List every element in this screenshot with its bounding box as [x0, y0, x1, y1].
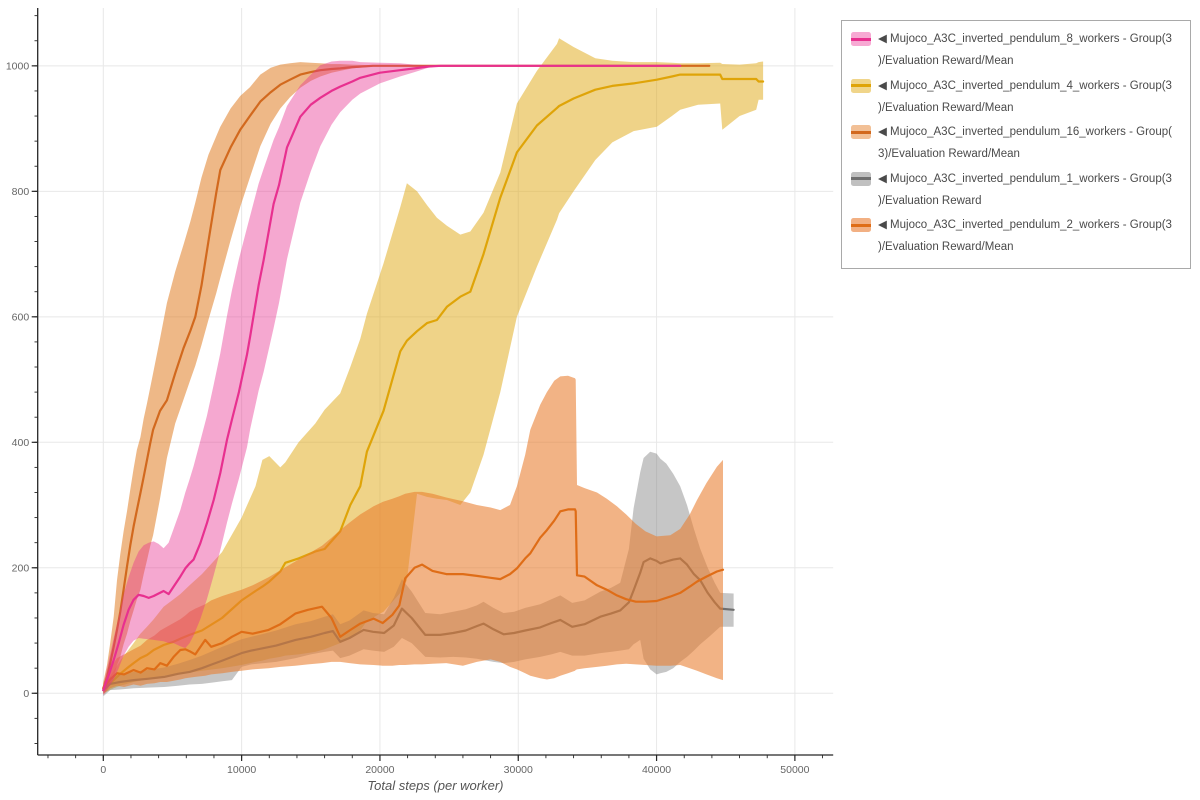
- legend-entry-0[interactable]: ◀ Mujoco_A3C_inverted_pendulum_8_workers…: [851, 28, 1180, 72]
- legend-swatch-icon: [851, 78, 871, 93]
- legend-entry-label: ◀ Mujoco_A3C_inverted_pendulum_2_workers…: [878, 214, 1180, 258]
- legend-entry-label-line: ◀ Mujoco_A3C_inverted_pendulum_2_workers…: [878, 219, 1172, 231]
- legend-entry-label: ◀ Mujoco_A3C_inverted_pendulum_1_workers…: [878, 168, 1180, 212]
- x-tick-label: 20000: [365, 764, 394, 776]
- legend-swatch-line-icon: [851, 37, 871, 41]
- legend-swatch-line-icon: [851, 130, 871, 134]
- x-tick-label: 40000: [642, 764, 671, 776]
- legend-entry-1[interactable]: ◀ Mujoco_A3C_inverted_pendulum_4_workers…: [851, 75, 1180, 119]
- legend-entry-label-line: )/Evaluation Reward/Mean: [878, 241, 1014, 253]
- y-tick-label: 1000: [6, 60, 30, 72]
- y-tick-label: 600: [12, 311, 30, 323]
- legend-swatch-line-icon: [851, 84, 871, 87]
- series-line-0: [102, 64, 682, 692]
- legend-entry-label: ◀ Mujoco_A3C_inverted_pendulum_4_workers…: [878, 75, 1180, 119]
- legend-entry-label-line: ◀ Mujoco_A3C_inverted_pendulum_8_workers…: [878, 33, 1172, 45]
- legend-entry-4[interactable]: ◀ Mujoco_A3C_inverted_pendulum_2_workers…: [851, 214, 1180, 258]
- series-band-0: [103, 60, 681, 696]
- legend-swatch-line-icon: [851, 223, 871, 227]
- legend-entry-label: ◀ Mujoco_A3C_inverted_pendulum_8_workers…: [878, 28, 1180, 72]
- legend-swatch-icon: [851, 125, 871, 139]
- legend-entry-label-line: )/Evaluation Reward/Mean: [878, 101, 1014, 114]
- series-line-4: [102, 508, 725, 690]
- legend-swatch-icon: [851, 218, 871, 232]
- y-tick-label: 200: [12, 562, 30, 574]
- legend-entry-2[interactable]: ◀ Mujoco_A3C_inverted_pendulum_16_worker…: [851, 121, 1180, 165]
- legend-entry-label-line: ◀ Mujoco_A3C_inverted_pendulum_1_workers…: [878, 172, 1172, 185]
- legend-entry-3[interactable]: ◀ Mujoco_A3C_inverted_pendulum_1_workers…: [851, 168, 1180, 212]
- legend-entry-label-line: 3)/Evaluation Reward/Mean: [878, 148, 1020, 160]
- legend-entry-label-line: ◀ Mujoco_A3C_inverted_pendulum_16_worker…: [878, 126, 1172, 138]
- x-tick-label: 50000: [780, 764, 809, 776]
- y-tick-label: 400: [12, 437, 30, 449]
- x-tick-label: 10000: [227, 764, 256, 776]
- legend-swatch-icon: [851, 171, 871, 186]
- series-band-4: [103, 375, 724, 695]
- legend-swatch-line-icon: [851, 177, 871, 180]
- series-band-1: [103, 38, 764, 694]
- legend-entry-label: ◀ Mujoco_A3C_inverted_pendulum_16_worker…: [878, 121, 1180, 165]
- legend: ◀ Mujoco_A3C_inverted_pendulum_8_workers…: [841, 20, 1191, 269]
- legend-entry-label-line: )/Evaluation Reward: [878, 194, 982, 207]
- y-tick-label: 800: [12, 186, 30, 198]
- x-axis-title: Total steps (per worker): [367, 778, 503, 793]
- y-tick-label: 0: [23, 688, 29, 700]
- legend-swatch-icon: [851, 32, 871, 46]
- legend-entry-label-line: ◀ Mujoco_A3C_inverted_pendulum_4_workers…: [878, 79, 1172, 92]
- series-line-2: [102, 64, 711, 690]
- x-tick-label: 30000: [504, 764, 533, 776]
- legend-entry-label-line: )/Evaluation Reward/Mean: [878, 55, 1014, 67]
- x-tick-label: 0: [100, 764, 106, 776]
